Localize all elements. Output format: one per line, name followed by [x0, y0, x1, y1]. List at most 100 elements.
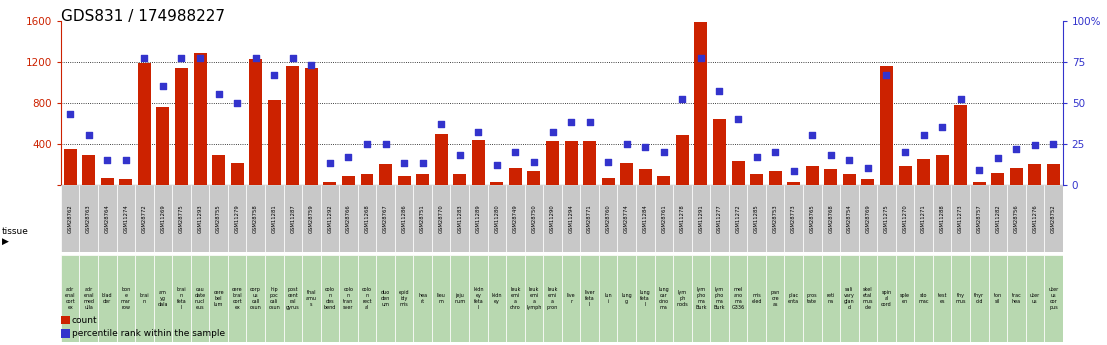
Text: hip
poc
cali
osun: hip poc cali osun	[268, 287, 280, 309]
Bar	[747, 255, 766, 342]
Bar	[190, 185, 209, 252]
Bar	[694, 22, 707, 185]
Text: GSM28760: GSM28760	[606, 204, 611, 233]
Bar	[565, 140, 578, 185]
Bar	[806, 166, 819, 185]
Text: cau
date
nucl
eus: cau date nucl eus	[195, 287, 206, 309]
Bar	[859, 185, 877, 252]
Bar	[358, 255, 376, 342]
Bar	[80, 255, 99, 342]
Bar	[620, 163, 633, 185]
Bar	[268, 100, 281, 185]
Text: plac
enta: plac enta	[788, 293, 799, 304]
Text: hea
rt: hea rt	[418, 293, 427, 304]
Text: lung
g: lung g	[621, 293, 632, 304]
Bar	[935, 155, 949, 185]
Point	[655, 149, 673, 155]
Bar	[321, 185, 339, 252]
Bar	[413, 185, 432, 252]
Bar	[673, 255, 692, 342]
Bar	[154, 185, 173, 252]
Text: post
cent
ral
gyrus: post cent ral gyrus	[286, 287, 300, 309]
Bar	[896, 255, 914, 342]
Text: GSM28771: GSM28771	[587, 204, 592, 233]
Point	[581, 120, 599, 125]
Text: lung
car
cino
ma: lung car cino ma	[659, 287, 670, 309]
Text: GSM11272: GSM11272	[735, 204, 741, 233]
Bar	[951, 255, 970, 342]
Point	[971, 167, 989, 172]
Point	[414, 160, 432, 166]
Text: lun
i: lun i	[604, 293, 612, 304]
Point	[525, 159, 542, 165]
Bar	[432, 185, 451, 252]
Text: GSM11283: GSM11283	[457, 204, 463, 233]
Text: GSM28753: GSM28753	[773, 204, 777, 233]
Bar	[692, 185, 711, 252]
Text: count: count	[72, 316, 97, 325]
Point	[766, 149, 784, 155]
Bar	[561, 255, 580, 342]
Text: sto
mac: sto mac	[919, 293, 929, 304]
Bar	[989, 255, 1007, 342]
Text: GSM11289: GSM11289	[476, 204, 480, 233]
Bar	[509, 168, 521, 185]
Text: ▶: ▶	[2, 237, 9, 246]
Point	[823, 152, 840, 158]
Bar	[173, 185, 190, 252]
Text: leuk
emi
a
chro: leuk emi a chro	[510, 287, 520, 309]
Text: kidn
ey: kidn ey	[492, 293, 503, 304]
Text: duo
den
um: duo den um	[381, 290, 390, 307]
Bar	[342, 176, 355, 185]
Bar	[358, 185, 376, 252]
Text: GSM28764: GSM28764	[105, 204, 110, 233]
Bar	[80, 185, 99, 252]
Point	[914, 132, 932, 138]
Point	[135, 56, 153, 61]
Bar	[768, 171, 782, 185]
Bar	[673, 185, 692, 252]
Text: mel
ano
ma
G336: mel ano ma G336	[732, 287, 745, 309]
Bar	[120, 179, 133, 185]
Text: GSM11293: GSM11293	[197, 204, 203, 233]
Bar	[917, 159, 930, 185]
Point	[692, 56, 710, 61]
Text: live
r: live r	[567, 293, 576, 304]
Bar	[451, 185, 469, 252]
Bar	[173, 255, 190, 342]
Bar	[395, 255, 413, 342]
Bar	[970, 185, 989, 252]
Text: lym
pho
ma
Burk: lym pho ma Burk	[714, 287, 725, 309]
Text: lieu
m: lieu m	[437, 293, 446, 304]
Point	[730, 116, 747, 122]
Text: cere
bral
cort
ex: cere bral cort ex	[231, 287, 242, 309]
Text: epid
idy
mis: epid idy mis	[399, 290, 410, 307]
Bar	[544, 255, 561, 342]
Text: GSM28766: GSM28766	[346, 204, 351, 233]
Text: GSM11278: GSM11278	[680, 204, 685, 233]
Bar	[99, 255, 116, 342]
Bar	[599, 185, 618, 252]
Point	[637, 144, 654, 150]
Text: leuk
emi
a
lymph: leuk emi a lymph	[526, 287, 541, 309]
Bar	[821, 185, 840, 252]
Bar	[376, 185, 395, 252]
Point	[283, 56, 301, 61]
Bar	[991, 173, 1004, 185]
Bar	[395, 185, 413, 252]
Bar	[766, 185, 785, 252]
Point	[99, 157, 116, 163]
Bar	[618, 185, 637, 252]
Text: GSM28756: GSM28756	[1014, 204, 1018, 233]
Point	[228, 100, 246, 106]
Text: trac
hea: trac hea	[1012, 293, 1022, 304]
Text: GSM11271: GSM11271	[921, 204, 927, 233]
Text: skel
etal
mus
cle: skel etal mus cle	[862, 287, 873, 309]
Text: GSM11292: GSM11292	[328, 204, 332, 233]
Bar	[323, 181, 337, 185]
Text: GSM28770: GSM28770	[438, 204, 444, 233]
Bar	[970, 255, 989, 342]
Bar	[379, 164, 392, 185]
Bar	[101, 178, 114, 185]
Point	[117, 157, 135, 163]
